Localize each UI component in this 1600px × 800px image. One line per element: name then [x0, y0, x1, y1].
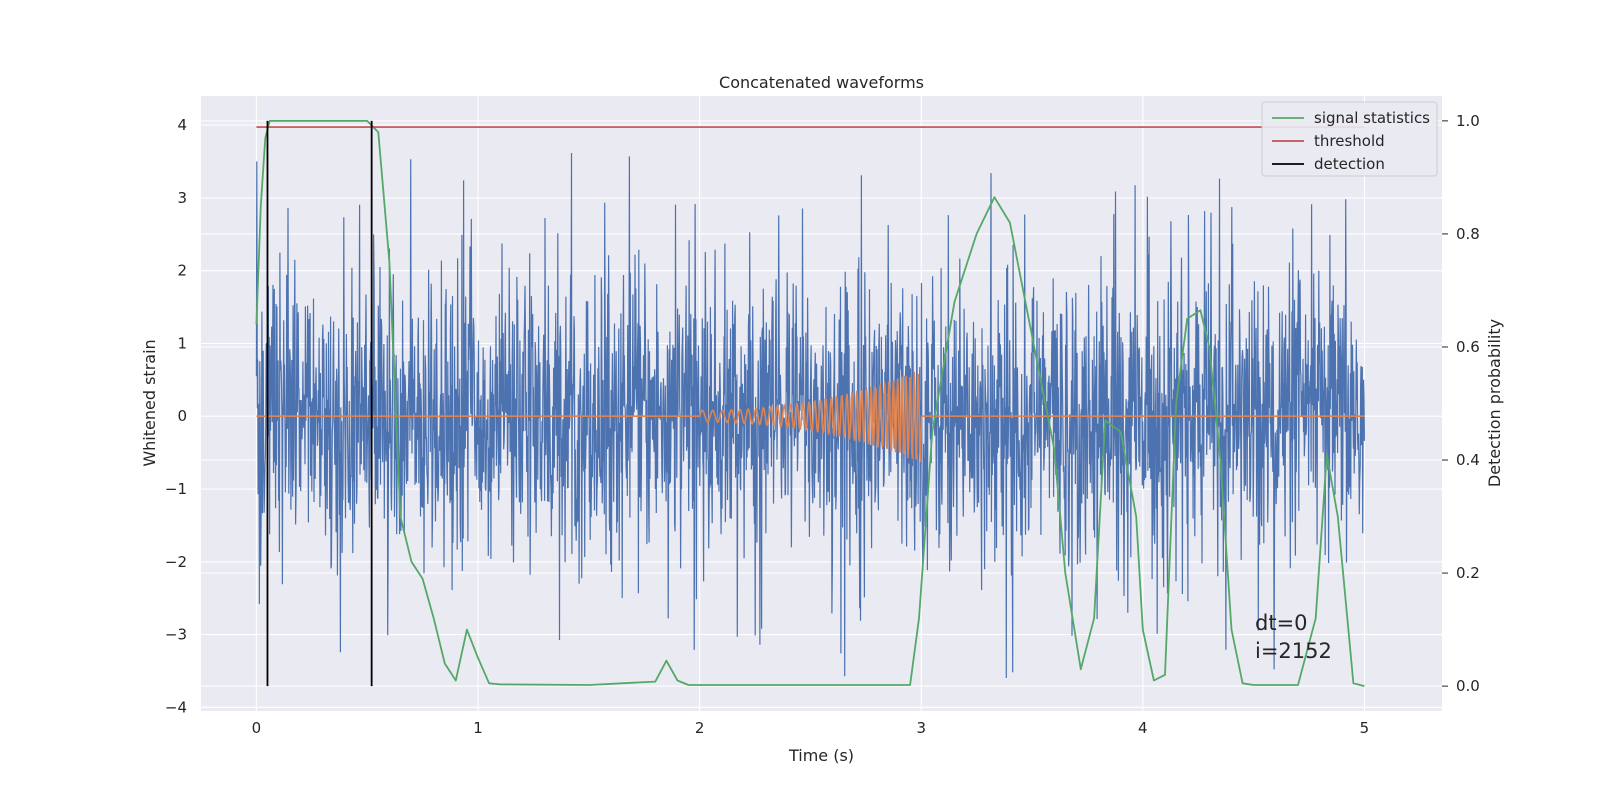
y-tick-label-right: 1.0 — [1456, 112, 1480, 130]
x-tick-label: 2 — [695, 719, 705, 737]
x-tick-label: 5 — [1360, 719, 1370, 737]
y-tick-label-left: −1 — [165, 480, 187, 498]
legend-label: signal statistics — [1314, 109, 1430, 127]
chirp-line — [256, 371, 1365, 463]
ticks-layer: 0 1 2 3 4 5 4 3 2 1 0 −1 −2 −3 −4 1.0 0.8 0.6 0.4 0.2 0.0 — [165, 112, 1480, 737]
y-tick-label-right: 0.2 — [1456, 564, 1480, 582]
x-axis-label: Time (s) — [788, 746, 854, 765]
y-tick-label-right: 0.4 — [1456, 451, 1480, 469]
y-tick-label-left: 1 — [177, 334, 187, 352]
legend-label: detection — [1314, 155, 1385, 173]
legend-box — [1261, 101, 1438, 177]
y-tick-label-right: 0.8 — [1456, 225, 1480, 243]
y-tick-label-left: 3 — [177, 189, 187, 207]
x-tick-label: 3 — [916, 719, 926, 737]
y-tick-label-left: −2 — [165, 553, 187, 571]
y-tick-label-left: 0 — [177, 407, 187, 425]
y-axis-label-left: Whitened strain — [140, 339, 159, 466]
signal-statistics-line — [255, 120, 1365, 687]
y-tick-label-right: 0.6 — [1456, 338, 1480, 356]
x-tick-label: 4 — [1138, 719, 1148, 737]
y-tick-label-right: 0.0 — [1456, 677, 1480, 695]
legend-label: threshold — [1314, 132, 1385, 150]
y-tick-label-left: −3 — [165, 626, 187, 644]
legend: signal statistics threshold detection — [1261, 101, 1438, 177]
y-tick-label-left: 4 — [177, 116, 187, 134]
x-tick-label: 0 — [252, 719, 262, 737]
y-tick-label-left: −4 — [165, 698, 187, 716]
annotation-dt: dt=0 — [1255, 611, 1308, 635]
series-layer — [255, 120, 1365, 687]
x-tick-label: 1 — [473, 719, 483, 737]
y-axis-label-right: Detection probability — [1485, 319, 1504, 487]
y-tick-label-left: 2 — [177, 262, 187, 280]
chart-title: Concatenated waveforms — [719, 73, 924, 92]
annotation-i: i=2152 — [1255, 639, 1332, 663]
